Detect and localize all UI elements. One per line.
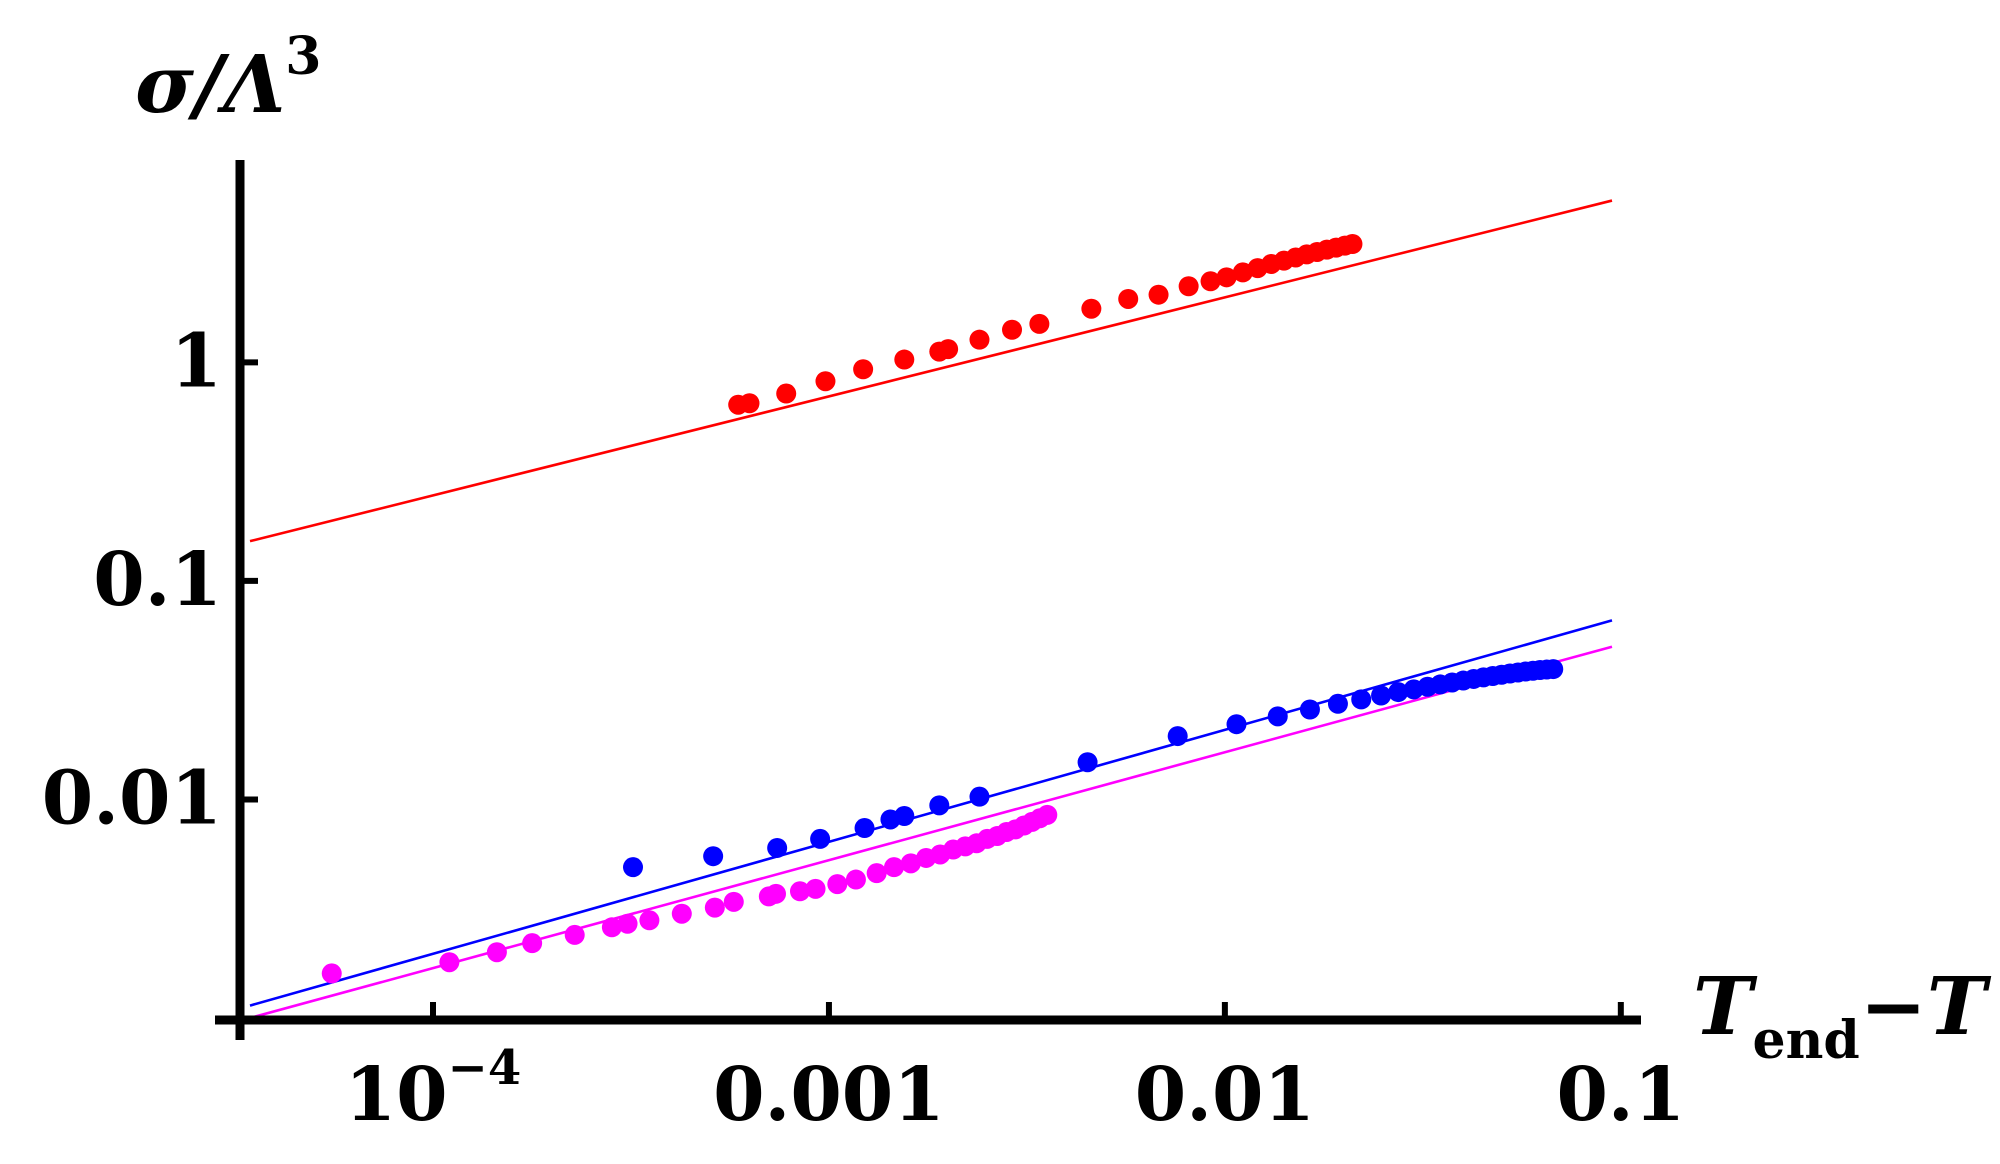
x-tick-label: 0.001 [713,1052,945,1138]
x-axis-label-rest: −T [1860,959,1992,1053]
data-point-magenta [639,910,660,931]
data-point-magenta [617,913,638,934]
data-point-magenta [805,878,826,899]
data-point-magenta [522,933,543,954]
data-point-blue [894,806,915,827]
data-point-red [1148,284,1169,305]
data-point-red [1029,313,1050,334]
data-point-red [739,393,760,414]
y-tick-label: 0.1 [93,537,222,623]
fit-lines [249,199,1613,1020]
data-point-red [969,329,990,350]
data-point-blue [1226,714,1247,735]
data-point-red [1081,298,1102,319]
data-point-red [815,371,836,392]
fit-line-magenta [249,645,1613,1020]
data-point-blue [1388,682,1409,703]
y-tick-label: 0.01 [42,755,222,841]
data-point-blue [1299,699,1320,720]
x-tick-label: 0.1 [1556,1052,1685,1138]
data-point-blue [767,837,788,858]
x-axis-label: Tend−T [1693,959,1992,1071]
x-tick-label: 0.01 [1135,1052,1315,1138]
data-point-magenta [900,853,921,874]
data-point-magenta [884,857,905,878]
data-point-magenta [486,942,507,963]
data-point-blue [929,795,950,816]
data-point-magenta [564,924,585,945]
data-point-blue [810,828,831,849]
data-point-magenta [866,863,887,884]
data-point-red [938,339,959,360]
x-axis-label-sub: end [1753,1010,1860,1071]
data-point-magenta [704,897,725,918]
x-tick-label-exp: −4 [448,1040,522,1096]
data-points [321,234,1564,984]
y-axis-label-sup: 3 [285,26,321,87]
data-point-blue [854,818,875,839]
data-point-red [894,349,915,370]
data-point-blue [1351,689,1372,710]
data-point-blue [969,786,990,807]
data-point-red [1002,319,1023,340]
data-point-blue [1543,659,1564,680]
data-point-magenta [671,903,692,924]
data-point-magenta [321,963,342,984]
axis-ticks: 10−4 0.001 0.01 0.1 1 0.1 0.01 [42,318,1685,1138]
data-point-blue [623,857,644,878]
data-point-red [853,359,874,380]
data-point-magenta [439,952,460,973]
data-point-magenta [1037,804,1058,825]
data-point-red [776,383,797,404]
data-point-magenta [789,881,810,902]
x-tick-label: 10−4 [345,1040,522,1138]
data-point-magenta [601,917,622,938]
data-point-magenta [765,883,786,904]
fit-line-red [249,199,1613,543]
data-point-blue [1371,685,1392,706]
fit-line-blue [249,619,1613,1007]
data-point-blue [1077,752,1098,773]
y-axis-label-main: σ/Λ [135,37,285,131]
y-tick-label: 1 [171,318,223,404]
x-tick-label-base: 10 [345,1052,448,1138]
data-point-blue [703,846,724,867]
data-point-red [1118,288,1139,309]
y-axis-label: σ/Λ3 [135,26,321,131]
data-point-red [1200,271,1221,292]
data-point-blue [1267,706,1288,727]
data-point-blue [1327,693,1348,714]
x-axis-label-main: T [1693,959,1758,1053]
data-point-red [1342,234,1363,255]
data-point-magenta [723,891,744,912]
data-point-red [1216,267,1237,288]
data-point-magenta [845,869,866,890]
data-point-red [1178,276,1199,297]
data-point-blue [1167,726,1188,747]
data-point-magenta [827,874,848,895]
